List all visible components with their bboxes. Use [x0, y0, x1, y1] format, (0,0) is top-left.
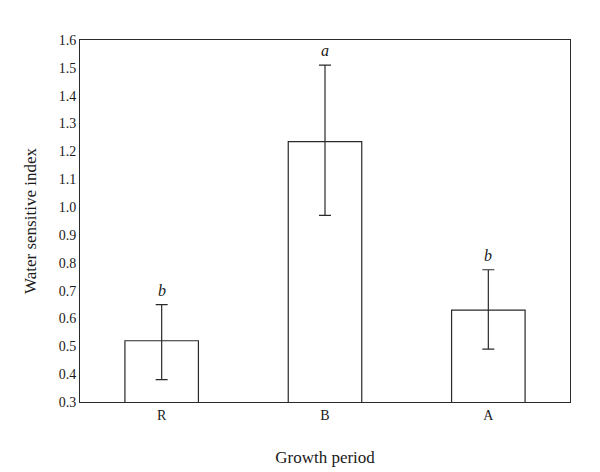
svg-text:R: R	[157, 408, 167, 423]
svg-text:b: b	[484, 247, 492, 264]
svg-text:0.4: 0.4	[59, 367, 77, 382]
svg-text:0.6: 0.6	[59, 311, 77, 326]
svg-text:1.4: 1.4	[59, 89, 77, 104]
svg-text:Water sensitive index: Water sensitive index	[21, 148, 40, 294]
svg-text:a: a	[321, 42, 329, 59]
svg-text:0.9: 0.9	[59, 228, 77, 243]
svg-text:0.7: 0.7	[59, 284, 77, 299]
svg-text:1.5: 1.5	[59, 61, 77, 76]
svg-text:1.2: 1.2	[59, 144, 77, 159]
svg-text:1.1: 1.1	[59, 172, 77, 187]
svg-text:B: B	[320, 408, 329, 423]
svg-text:1.6: 1.6	[59, 33, 77, 48]
svg-text:b: b	[158, 282, 166, 299]
svg-text:0.8: 0.8	[59, 256, 77, 271]
svg-text:0.5: 0.5	[59, 339, 77, 354]
svg-text:1.3: 1.3	[59, 116, 77, 131]
svg-text:A: A	[483, 408, 494, 423]
svg-text:1.0: 1.0	[59, 200, 77, 215]
svg-text:0.3: 0.3	[59, 395, 77, 410]
svg-text:Growth period: Growth period	[275, 448, 375, 467]
